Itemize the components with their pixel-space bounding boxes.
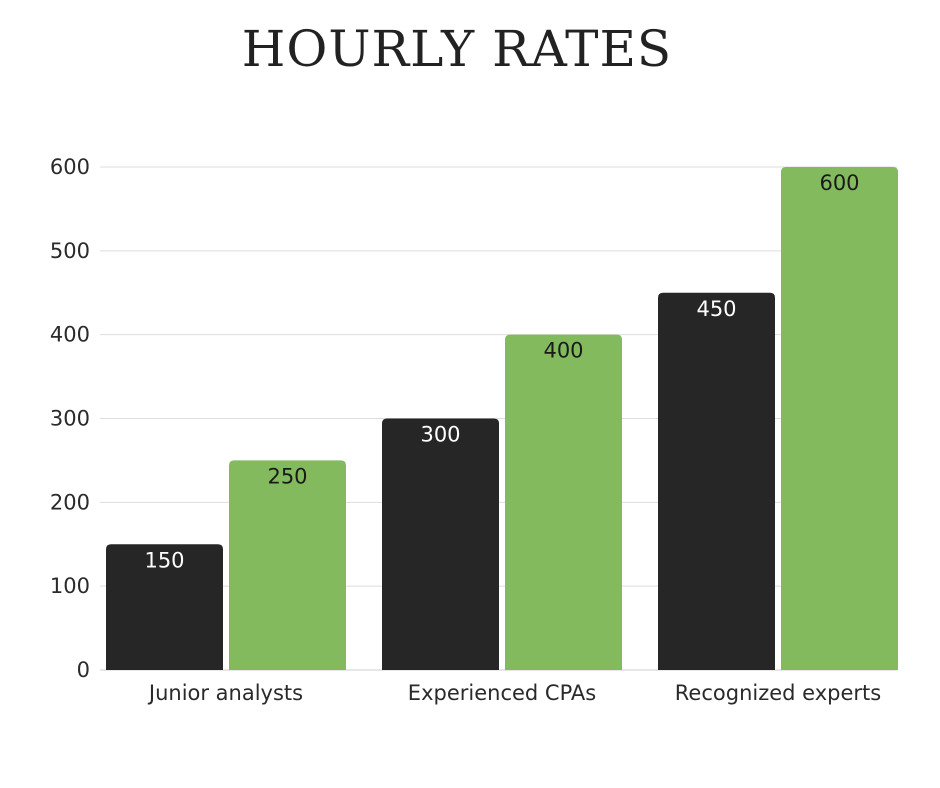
data-label: 600 xyxy=(819,171,859,195)
bar xyxy=(658,292,775,670)
bar xyxy=(505,334,622,670)
y-tick-label: 100 xyxy=(50,574,90,598)
bar xyxy=(781,167,898,670)
bars xyxy=(106,167,898,670)
y-tick-label: 600 xyxy=(50,155,90,179)
y-tick-label: 400 xyxy=(50,323,90,347)
bar xyxy=(382,418,499,670)
data-label: 300 xyxy=(420,423,460,447)
data-label: 250 xyxy=(267,464,307,488)
bar xyxy=(229,460,346,670)
y-axis-ticks: 0 100 200 300 400 500 600 xyxy=(50,155,90,682)
y-tick-label: 0 xyxy=(77,658,90,682)
x-tick-label: Junior analysts xyxy=(147,681,303,705)
y-tick-label: 500 xyxy=(50,239,90,263)
x-axis-ticks: Junior analysts Experienced CPAs Recognize… xyxy=(147,681,881,705)
data-labels: 150 250 300 400 450 600 xyxy=(144,171,859,572)
y-tick-label: 300 xyxy=(50,407,90,431)
bar xyxy=(106,544,223,670)
x-tick-label: Experienced CPAs xyxy=(408,681,596,705)
y-tick-label: 200 xyxy=(50,490,90,514)
data-label: 400 xyxy=(543,339,583,363)
data-label: 450 xyxy=(696,297,736,321)
data-label: 150 xyxy=(144,548,184,572)
chart-title: HOURLY RATES xyxy=(242,20,672,78)
x-tick-label: Recognized experts xyxy=(675,681,881,705)
